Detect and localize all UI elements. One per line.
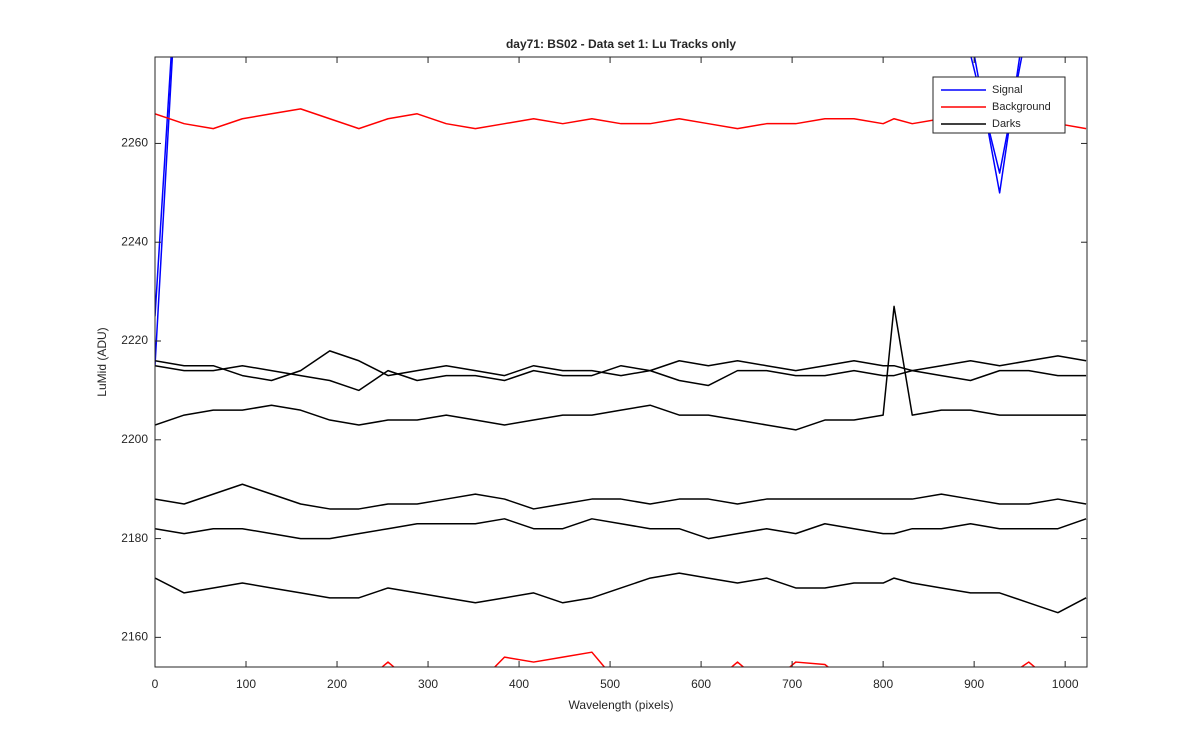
- x-tick-label: 200: [327, 677, 347, 691]
- y-tick-label: 2160: [121, 630, 148, 644]
- y-tick-label: 2200: [121, 432, 148, 446]
- data-line: [155, 305, 1087, 431]
- data-line: [155, 572, 1087, 614]
- data-line: [155, 483, 1087, 510]
- legend-label: Background: [992, 101, 1051, 113]
- x-tick-label: 800: [873, 677, 893, 691]
- legend-label: Darks: [992, 118, 1021, 130]
- data-line: [155, 364, 1087, 392]
- data-line: [155, 350, 1087, 382]
- x-tick-label: 700: [782, 677, 802, 691]
- x-tick-label: 300: [418, 677, 438, 691]
- legend-label: Signal: [992, 84, 1023, 96]
- x-tick-label: 900: [964, 677, 984, 691]
- x-tick-label: 100: [236, 677, 256, 691]
- x-tick-label: 500: [600, 677, 620, 691]
- plot-area: [155, 57, 1087, 667]
- x-tick-label: 400: [509, 677, 529, 691]
- data-line: [155, 518, 1087, 540]
- axes-box: [154, 56, 1088, 668]
- chart-title: day71: BS02 - Data set 1: Lu Tracks only: [506, 37, 736, 51]
- y-tick-label: 2240: [121, 234, 148, 248]
- y-tick-label: 2220: [121, 333, 148, 347]
- x-tick-label: 0: [152, 677, 159, 691]
- y-axis-label: LuMid (ADU): [95, 327, 109, 396]
- y-tick-label: 2180: [121, 531, 148, 545]
- y-tick-label: 2260: [121, 136, 148, 150]
- x-tick-label: 1000: [1052, 677, 1079, 691]
- x-tick-label: 600: [691, 677, 711, 691]
- x-axis-label: Wavelength (pixels): [569, 698, 674, 712]
- data-line: [155, 108, 1087, 130]
